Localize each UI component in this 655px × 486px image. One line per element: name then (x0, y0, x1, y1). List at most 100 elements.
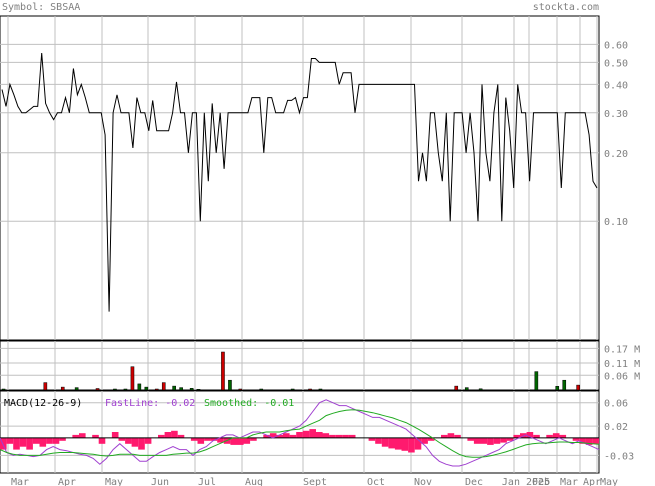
volume-bar (238, 388, 243, 391)
macd-histogram-bar (296, 432, 303, 438)
volume-bar (562, 379, 567, 391)
macd-histogram-bar (546, 434, 553, 438)
macd-fast-label: FastLine: -0.02 (105, 398, 195, 409)
volume-bar (161, 382, 166, 391)
macd-smoothed-line (0, 409, 600, 458)
macd-histogram-bar (171, 430, 178, 438)
volume-y-tick-label: 0.11 M (604, 359, 640, 370)
macd-histogram-bar (190, 437, 198, 441)
macd-y-ticks: 0.06 0.02 -0.03 (604, 399, 634, 463)
volume-bar (189, 388, 194, 391)
macd-histogram-bar (39, 437, 47, 447)
volume-bar (137, 383, 142, 391)
price-y-ticks: 0.60 0.50 0.40 0.30 0.20 0.10 (604, 40, 628, 228)
macd-histogram-bar (526, 432, 534, 438)
macd-histogram-bar (401, 437, 409, 451)
macd-histogram-bar (158, 434, 165, 438)
x-tick-label: Sept (303, 477, 327, 486)
price-grid (0, 16, 599, 340)
macd-histogram-bar (533, 434, 540, 438)
volume-panel-frame (0, 340, 600, 391)
x-tick-label: Apr (58, 477, 76, 486)
macd-histogram-bar (329, 434, 336, 438)
macd-histogram-bar (381, 437, 389, 447)
price-y-tick-label: 0.50 (604, 58, 628, 69)
macd-histogram-bar (427, 437, 435, 441)
volume-bar (308, 388, 312, 391)
macd-panel: 0.06 0.02 -0.03 MACD(12-26-9) FastLine: -0… (0, 390, 634, 474)
macd-histogram-bar (111, 432, 119, 438)
macd-histogram-bar (309, 429, 316, 438)
volume-bars (1, 351, 580, 391)
macd-histogram-bar (26, 437, 33, 450)
volume-bar (318, 388, 323, 391)
macd-histogram-bar (46, 437, 53, 444)
volume-y-ticks: 0.17 M 0.11 M0.06 M (604, 344, 640, 382)
macd-panel-frame (0, 390, 600, 474)
macd-histogram-bar (92, 434, 99, 438)
volume-bar (172, 385, 176, 391)
x-tick-label: Aug (245, 477, 263, 486)
macd-histogram-bar (197, 437, 205, 444)
macd-histogram-bar (487, 437, 494, 445)
macd-histogram-bar (322, 433, 330, 438)
macd-histogram-bar (230, 437, 237, 445)
volume-bar (478, 388, 483, 391)
x-tick-label: Feb (532, 477, 550, 486)
macd-histogram-bar (454, 434, 461, 438)
volume-bar (454, 385, 459, 391)
macd-histogram-bar (131, 437, 139, 447)
macd-histogram-bar (335, 434, 343, 438)
macd-title: MACD(12-26-9) (4, 398, 82, 409)
macd-histogram-bar (579, 437, 586, 444)
volume-bar (259, 388, 264, 391)
macd-histogram-bar (210, 437, 218, 441)
macd-histogram-bar (473, 437, 481, 444)
macd-histogram-bar (585, 437, 593, 445)
price-panel-frame (0, 15, 600, 341)
x-tick-label: Oct (367, 477, 385, 486)
volume-bar (144, 386, 149, 391)
volume-bar (74, 387, 79, 391)
macd-histogram-bar (348, 434, 356, 438)
volume-bar (95, 388, 100, 391)
macd-fast-line (0, 399, 600, 467)
macd-histogram-bar (302, 430, 310, 438)
macd-histogram-bar (6, 437, 14, 444)
macd-histogram-bar (204, 437, 211, 441)
macd-y-tick-label: -0.03 (604, 451, 634, 462)
volume-bar (1, 388, 6, 391)
volume-bar (130, 366, 135, 391)
macd-histogram-bar (269, 433, 277, 438)
volume-bar (154, 388, 159, 391)
macd-histogram-bar (59, 437, 66, 441)
price-y-tick-label: 0.20 (604, 149, 628, 160)
x-tick-label: Jun (151, 477, 169, 486)
macd-histogram-bar (493, 437, 501, 444)
x-tick-label: Dec (465, 477, 483, 486)
price-y-tick-label: 0.60 (604, 40, 628, 51)
brand-label: stockta.com (533, 2, 599, 13)
volume-bar (221, 351, 225, 391)
macd-histogram-bar (144, 437, 152, 444)
macd-histogram-bar (513, 434, 520, 438)
price-panel: 0.60 0.50 0.40 0.30 0.20 0.10 (0, 15, 628, 341)
volume-bar (113, 388, 117, 391)
volume-bar (555, 386, 560, 391)
macd-histogram-bar (592, 437, 599, 444)
volume-bar (43, 382, 48, 391)
volume-y-tick-label: 0.06 M (604, 371, 640, 382)
volume-bar (123, 388, 128, 391)
volume-bar (290, 388, 295, 391)
macd-histogram-bar (0, 437, 7, 450)
symbol-label: Symbol: SBSAA (2, 2, 80, 13)
macd-histogram-bar (414, 437, 422, 450)
macd-histogram-bar (572, 437, 580, 441)
x-tick-label: May (105, 477, 123, 486)
macd-histogram-bar (316, 432, 323, 438)
x-tick-label: Nov (414, 477, 432, 486)
x-tick-label: Mar (11, 477, 29, 486)
volume-panel: 0.17 M 0.11 M0.06 M (0, 340, 640, 391)
macd-y-tick-label: 0.02 (604, 422, 628, 433)
